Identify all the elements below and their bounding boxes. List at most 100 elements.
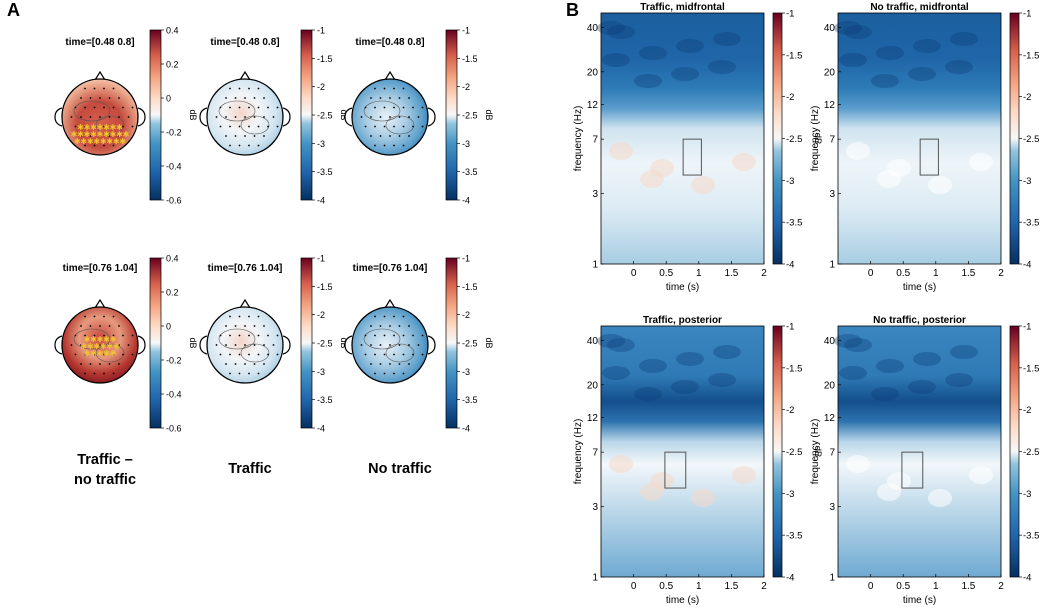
topomap-window-title: time=[0.48 0.8] [355, 37, 424, 48]
electrode-dot [370, 363, 372, 365]
spectrogram-texture [928, 176, 952, 195]
significant-electrode-marker: ✱ [74, 137, 81, 146]
spectrogram-texture [607, 338, 635, 352]
electrode-dot [263, 363, 265, 365]
electrode-dot [99, 344, 101, 346]
electrode-dot [272, 116, 275, 118]
spectrogram-texture [834, 21, 862, 35]
electrode-dot [93, 334, 96, 337]
electrode-dot [421, 106, 424, 109]
contour-line [218, 100, 256, 122]
electrode-dot [389, 135, 391, 137]
x-axis-label: time (s) [903, 595, 936, 606]
significant-electrode-marker: ✱ [84, 335, 91, 344]
colorbar-tick-label: -3 [1023, 489, 1031, 500]
electrode-dot [253, 135, 256, 137]
electrode-dot [276, 106, 279, 109]
spectrogram-texture [676, 39, 704, 53]
electrode-dot [238, 87, 241, 90]
colorbar-tick-label: -2.5 [786, 134, 802, 145]
electrode-dot [225, 135, 227, 137]
colorbar-tick-label: -3.5 [462, 395, 478, 405]
electrode-dot [257, 106, 260, 109]
contour-line [385, 343, 415, 363]
electrode-dot [122, 334, 124, 337]
electrode-dot [257, 87, 260, 90]
electrode-dot [402, 106, 405, 109]
y-tick-label: 3 [829, 189, 835, 200]
y-axis-label: frequency (Hz) [810, 106, 821, 172]
electrode-dot [219, 106, 222, 109]
significant-electrode-marker: ✱ [116, 130, 123, 139]
colorbar-tick-label: -1.5 [1023, 363, 1039, 374]
electrode-dot [122, 353, 124, 356]
spectrogram-texture [928, 489, 952, 508]
electrode-dot [99, 97, 101, 99]
x-tick-label: 2 [761, 581, 767, 592]
x-axis-label: time (s) [666, 282, 699, 293]
electrode-dot [393, 87, 395, 90]
significant-electrode-marker: ✱ [97, 123, 104, 132]
electrode-dot [257, 353, 260, 356]
colorbar-tick-label: -3.5 [1023, 531, 1039, 542]
electrode-dot [393, 144, 395, 147]
colorbar-tick-label: -1 [786, 322, 794, 333]
topomap: time=[0.76 1.04]✱ ✱ ✱ ✱ ✱✱ ✱ ✱ ✱ ✱ ✱✱ ✱ ✱ ✱ ✱0.40.20-… [54, 254, 198, 434]
colorbar-unit-label: dB [339, 337, 349, 348]
electrode-dot [374, 125, 376, 128]
spectrogram-texture [877, 170, 901, 189]
colorbar-tick-label: -1 [317, 254, 325, 264]
y-tick-label: 12 [587, 100, 599, 111]
spectrogram-texture [913, 39, 941, 53]
electrode-dot [112, 125, 115, 128]
electrode-dot [398, 344, 401, 346]
y-tick-label: 40 [587, 23, 599, 34]
electrode-dot [248, 106, 250, 109]
spectrogram-texture [713, 32, 741, 46]
electrode-dot [89, 97, 92, 99]
contour-line [218, 328, 256, 350]
electrode-dot [84, 372, 86, 375]
electrode-dot [103, 125, 105, 128]
electrode-dot [370, 116, 372, 118]
electrode-dot [122, 106, 124, 109]
significant-electrode-marker: ✱ [103, 335, 110, 344]
significant-electrode-marker: ✱ [110, 130, 117, 139]
electrode-dot [103, 353, 105, 356]
significant-electrode-marker: ✱ [77, 123, 84, 132]
significant-electrode-marker: ✱ [87, 342, 94, 351]
colorbar-tick-label: -1.5 [1023, 50, 1039, 61]
colorbar [772, 325, 783, 578]
condition-label-line: Traffic – [77, 452, 133, 468]
electrode-set [360, 315, 424, 375]
colorbar-unit-label: dB [1049, 446, 1052, 458]
y-tick-label: 1 [829, 260, 835, 271]
colorbar-unit-label: dB [484, 337, 494, 348]
electrode-dot [267, 125, 269, 128]
y-tick-label: 12 [587, 413, 599, 424]
significant-electrode-marker: ✱ [103, 123, 110, 132]
y-tick-label: 1 [829, 573, 835, 584]
electrode-dot [238, 144, 241, 147]
electrode-dot [393, 353, 395, 356]
significant-electrode-marker: ✱ [100, 137, 107, 146]
spectrogram-panel: Traffic, midfrontal 40 20 12 7 3 1 0 0.5 1 1.5 2 tim… [573, 2, 823, 293]
head-ear-right [282, 335, 291, 355]
colorbar-tick-label: -2 [462, 310, 470, 320]
electrode-dot [393, 315, 395, 318]
colorbar-tick-label: -0.4 [166, 390, 182, 400]
electrode-dot [215, 344, 218, 346]
electrode-dot [370, 97, 372, 99]
electrode-dot [389, 325, 391, 327]
electrode-dot [389, 116, 391, 118]
colorbar-tick-label: -1 [1023, 322, 1031, 333]
y-tick-label: 1 [592, 573, 598, 584]
colorbar-tick-label: 0.4 [166, 254, 179, 264]
electrode-dot [225, 116, 227, 118]
significant-electrode-marker: ✱ [110, 335, 117, 344]
electrode-dot [408, 344, 410, 346]
condition-label-line: No traffic [368, 461, 432, 477]
electrode-dot [219, 125, 222, 128]
topomap-window-title: time=[0.76 1.04] [208, 263, 283, 274]
